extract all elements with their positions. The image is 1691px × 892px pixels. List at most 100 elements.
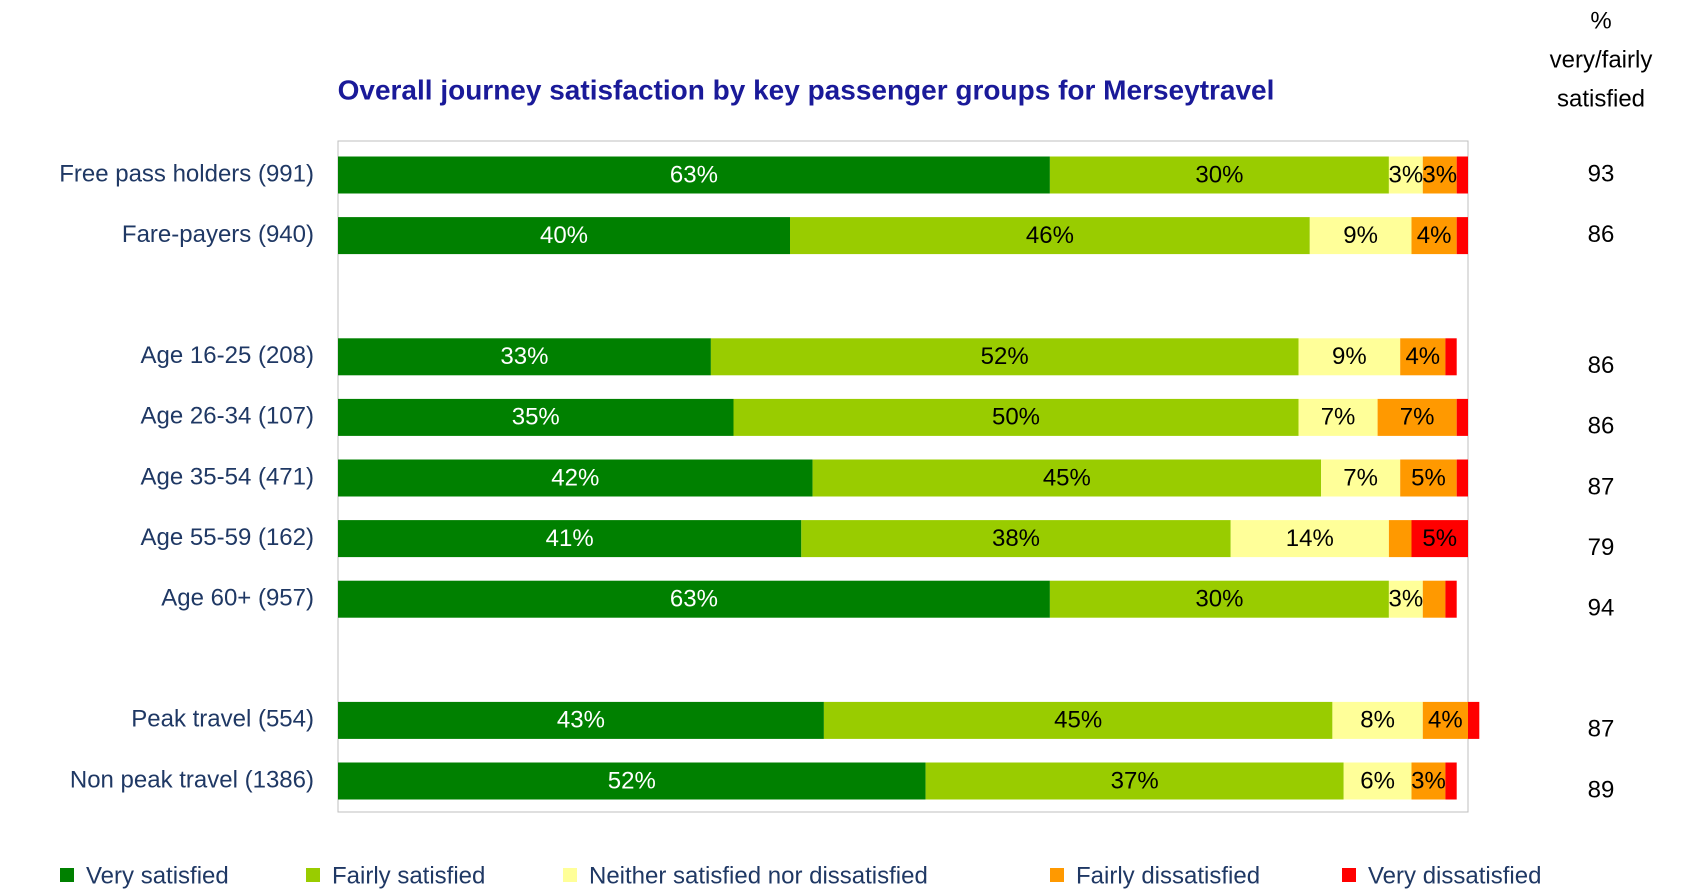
bar-segment xyxy=(1343,762,1412,800)
bar-segment xyxy=(338,762,926,800)
data-label: 45% xyxy=(1054,707,1102,734)
bar-segment xyxy=(1230,520,1389,558)
bar-segment xyxy=(1422,701,1468,739)
data-label: 52% xyxy=(981,343,1029,370)
data-label: 42% xyxy=(551,464,599,491)
bar-segment xyxy=(1049,156,1389,194)
bar-segment xyxy=(823,701,1333,739)
data-label: 50% xyxy=(992,404,1040,431)
bar-segment xyxy=(1400,459,1457,497)
bar-segment xyxy=(1411,520,1468,558)
data-label: 5% xyxy=(1411,464,1446,491)
bar-segment xyxy=(1456,398,1468,436)
satisfied-header: satisfied xyxy=(1557,85,1645,112)
data-label: 14% xyxy=(1286,525,1334,552)
data-label: 35% xyxy=(512,404,560,431)
data-label: 3% xyxy=(1389,586,1424,613)
bar-segment xyxy=(338,398,734,436)
data-label: 63% xyxy=(670,586,718,613)
data-label: 9% xyxy=(1343,222,1378,249)
data-label: 41% xyxy=(546,525,594,552)
y-tick-label: Free pass holders (991) xyxy=(59,160,314,187)
satisfied-value: 93 xyxy=(1588,160,1615,187)
legend-label: Very satisfied xyxy=(86,862,229,889)
data-label: 6% xyxy=(1360,767,1395,794)
bar-segment xyxy=(1456,156,1468,194)
legend-swatch xyxy=(1342,868,1356,882)
legend-label: Neither satisfied nor dissatisfied xyxy=(589,862,928,889)
bar-segment xyxy=(733,398,1299,436)
satisfied-value: 86 xyxy=(1588,221,1615,248)
bar-segment xyxy=(1298,398,1378,436)
data-label: 3% xyxy=(1389,161,1424,188)
data-label: 63% xyxy=(670,161,718,188)
data-label: 7% xyxy=(1321,404,1356,431)
bar-segment xyxy=(338,338,711,376)
legend-label: Fairly satisfied xyxy=(332,862,485,889)
data-label: 37% xyxy=(1111,767,1159,794)
y-tick-label: Age 26-34 (107) xyxy=(141,403,314,430)
legend-swatch xyxy=(1050,868,1064,882)
satisfied-value: 94 xyxy=(1588,595,1615,622)
bar-segment xyxy=(1332,701,1423,739)
bar-segment xyxy=(1309,217,1412,255)
satisfied-value: 89 xyxy=(1588,776,1615,803)
bar-segment xyxy=(925,762,1344,800)
data-label: 8% xyxy=(1360,707,1395,734)
bar-segment xyxy=(338,701,824,739)
chart-title: Overall journey satisfaction by key pass… xyxy=(338,74,1275,105)
bar-segment xyxy=(1422,580,1446,618)
bar-segment xyxy=(812,459,1322,497)
satisfied-value: 79 xyxy=(1588,534,1615,561)
bar-segment xyxy=(338,156,1050,194)
data-label: 3% xyxy=(1422,161,1457,188)
bar-segment xyxy=(1411,762,1446,800)
bar-segment xyxy=(1445,338,1457,376)
data-label: 4% xyxy=(1417,222,1452,249)
data-label: 45% xyxy=(1043,464,1091,491)
y-tick-label: Age 60+ (957) xyxy=(161,585,314,612)
data-label: 4% xyxy=(1428,707,1463,734)
legend-swatch xyxy=(306,868,320,882)
bar-segment xyxy=(790,217,1310,255)
y-tick-label: Fare-payers (940) xyxy=(122,221,314,248)
data-label: 38% xyxy=(992,525,1040,552)
bar-segment xyxy=(1298,338,1401,376)
y-tick-label: Peak travel (554) xyxy=(131,706,314,733)
bar-segment xyxy=(338,520,802,558)
data-label: 46% xyxy=(1026,222,1074,249)
legend-label: Very dissatisfied xyxy=(1368,862,1541,889)
data-label: 30% xyxy=(1195,161,1243,188)
bar-segment xyxy=(1411,217,1457,255)
y-tick-label: Age 55-59 (162) xyxy=(141,524,314,551)
bar-segment xyxy=(1445,762,1457,800)
bar-segment xyxy=(1388,580,1423,618)
satisfied-value: 86 xyxy=(1588,413,1615,440)
bar-segment xyxy=(338,580,1050,618)
data-label: 3% xyxy=(1411,767,1446,794)
satisfied-value: 87 xyxy=(1588,716,1615,743)
bar-segment xyxy=(1377,398,1457,436)
bar-segment xyxy=(338,459,813,497)
bar-segment xyxy=(1321,459,1401,497)
bar-segment xyxy=(1388,520,1412,558)
data-label: 9% xyxy=(1332,343,1367,370)
y-tick-label: Age 35-54 (471) xyxy=(141,463,314,490)
data-label: 30% xyxy=(1195,586,1243,613)
data-label: 7% xyxy=(1400,404,1435,431)
data-label: 33% xyxy=(500,343,548,370)
bar-segment xyxy=(1445,580,1457,618)
bar-segment xyxy=(1400,338,1446,376)
data-label: 7% xyxy=(1343,464,1378,491)
data-label: 40% xyxy=(540,222,588,249)
data-label: 43% xyxy=(557,707,605,734)
bar-segment xyxy=(1388,156,1423,194)
satisfied-header: very/fairly xyxy=(1550,46,1653,73)
bar-segment xyxy=(1468,701,1480,739)
data-label: 52% xyxy=(608,767,656,794)
data-label: 4% xyxy=(1405,343,1440,370)
legend-label: Fairly dissatisfied xyxy=(1076,862,1260,889)
bar-segment xyxy=(338,217,790,255)
satisfied-value: 86 xyxy=(1588,352,1615,379)
